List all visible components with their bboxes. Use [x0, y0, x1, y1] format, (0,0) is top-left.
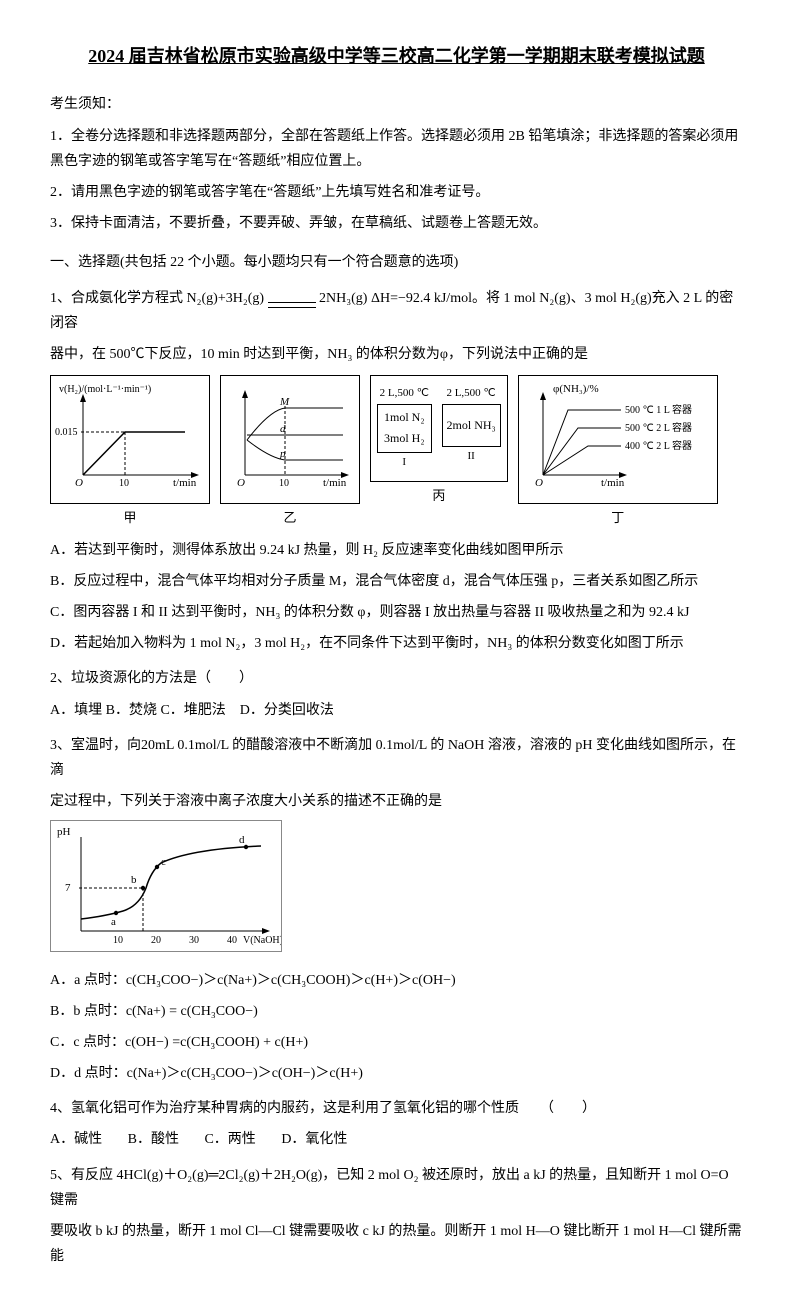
bing-left-top: 2 L,500 ℃	[377, 384, 432, 404]
ding-line-2: 500 ℃ 2 L 容器	[625, 421, 692, 434]
jia-caption: 甲	[50, 506, 210, 529]
panel-yi: M d p 10 t/min O 乙	[220, 375, 360, 530]
q1-text-a: 1、合成氨化学方程式 N₂(g)+3H₂(g)	[50, 291, 264, 306]
bing-right-label: II	[442, 447, 501, 467]
ding-ylabel: φ(NH₃)/%	[553, 383, 599, 395]
q4-opts: A．碱性 B．酸性 C．两性 D．氧化性	[50, 1127, 743, 1152]
q3-stem-b: 定过程中，下列关于溶液中离子浓度大小关系的描述不正确的是	[50, 789, 743, 814]
q1-opt-c: C．图丙容器 I 和 II 达到平衡时，NH₃ 的体积分数 φ，则容器 I 放出…	[50, 600, 743, 625]
q3-figure: pH 7 a b c d 10 20 30 40 V(NaOH)	[50, 820, 743, 961]
svg-text:a: a	[111, 916, 116, 928]
jia-xlabel: t/min	[173, 477, 197, 489]
svg-text:b: b	[131, 874, 137, 886]
ding-caption: 丁	[518, 506, 718, 529]
notice-3: 3．保持卡面清洁，不要折叠，不要弄破、弄皱，在草稿纸、试题卷上答题无效。	[50, 211, 743, 236]
panel-ding: φ(NH₃)/% 500 ℃ 1 L 容器 500 ℃ 2 L 容器 400 ℃…	[518, 375, 718, 530]
notice-2: 2．请用黑色字迹的钢笔或答字笔在“答题纸”上先填写姓名和准考证号。	[50, 180, 743, 205]
jia-ylabel: v(H₂)/(mol·L⁻¹·min⁻¹)	[59, 384, 151, 395]
q3-opt-a: A．a 点时：c(CH₃COO−)＞c(Na+)＞c(CH₃COOH)＞c(H+…	[50, 968, 743, 993]
ding-line-1: 500 ℃ 1 L 容器	[625, 403, 692, 416]
q3-opt-c: C．c 点时：c(OH−) =c(CH₃COOH) + c(H+)	[50, 1030, 743, 1055]
q1-opt-d: D．若起始加入物料为 1 mol N₂，3 mol H₂，在不同条件下达到平衡时…	[50, 631, 743, 656]
q4-stem: 4、氢氧化铝可作为治疗某种胃病的内服药，这是利用了氢氧化铝的哪个性质 （ ）	[50, 1096, 743, 1121]
svg-text:d: d	[239, 834, 245, 846]
bing-left-label: I	[377, 453, 432, 473]
bing-caption: 丙	[370, 484, 508, 507]
notice-1: 1．全卷分选择题和非选择题两部分，全部在答题纸上作答。选择题必须用 2B 铅笔填…	[50, 124, 743, 174]
svg-text:20: 20	[151, 935, 161, 946]
svg-text:30: 30	[189, 935, 199, 946]
svg-text:O: O	[237, 477, 245, 489]
q4-opt-b: B．酸性	[128, 1132, 179, 1147]
yi-xval: 10	[279, 478, 289, 489]
ding-xlabel: t/min	[601, 477, 625, 489]
bing-left-box-1: 1mol N₂	[384, 407, 425, 429]
panel-jia: v(H₂)/(mol·L⁻¹·min⁻¹) 0.015 10 t/min O 甲	[50, 375, 210, 530]
chart-q3: pH 7 a b c d 10 20 30 40 V(NaOH)	[50, 820, 282, 952]
q3-ylabel: pH	[57, 826, 71, 838]
yi-caption: 乙	[220, 506, 360, 529]
q3-yval: 7	[65, 882, 71, 894]
chart-yi: M d p 10 t/min O	[225, 380, 355, 490]
svg-text:O: O	[75, 477, 83, 489]
svg-text:O: O	[535, 477, 543, 489]
ding-line-3: 400 ℃ 2 L 容器	[625, 439, 692, 452]
q2-stem: 2、垃圾资源化的方法是（ ）	[50, 666, 743, 691]
q1-opt-a: A．若达到平衡时，测得体系放出 9.24 kJ 热量，则 H₂ 反应速率变化曲线…	[50, 538, 743, 563]
chart-ding: φ(NH₃)/% 500 ℃ 1 L 容器 500 ℃ 2 L 容器 400 ℃…	[523, 380, 713, 490]
q1-opt-b: B．反应过程中，混合气体平均相对分子质量 M，混合气体密度 d，混合气体压强 p…	[50, 569, 743, 594]
svg-text:c: c	[161, 856, 166, 868]
jia-xval: 10	[119, 478, 129, 489]
q2-opts: A．填埋 B．焚烧 C．堆肥法 D．分类回收法	[50, 698, 743, 723]
bing-left-box-2: 3mol H₂	[384, 428, 425, 450]
bing-right-top: 2 L,500 ℃	[442, 384, 501, 404]
q3-xlabel: V(NaOH)	[243, 935, 282, 946]
q4-opt-a: A．碱性	[50, 1132, 102, 1147]
q4-opt-d: D．氧化性	[281, 1132, 347, 1147]
svg-text:10: 10	[113, 935, 123, 946]
q3-stem-a: 3、室温时，向20mL 0.1mol/L 的醋酸溶液中不断滴加 0.1mol/L…	[50, 733, 743, 783]
section-i-heading: 一、选择题(共包括 22 个小题。每小题均只有一个符合题意的选项)	[50, 250, 743, 275]
q4-opt-c: C．两性	[204, 1132, 255, 1147]
q3-opt-b: B．b 点时：c(Na+) = c(CH₃COO−)	[50, 999, 743, 1024]
q5-stem-b: 要吸收 b kJ 的热量，断开 1 mol Cl—Cl 键需要吸收 c kJ 的…	[50, 1219, 743, 1269]
jia-yval: 0.015	[55, 427, 78, 438]
q3-opt-d: D．d 点时：c(Na+)＞c(CH₃COO−)＞c(OH−)＞c(H+)	[50, 1061, 743, 1086]
panel-bing: 2 L,500 ℃ 1mol N₂ 3mol H₂ I 2 L,500 ℃ 2m…	[370, 375, 508, 507]
yi-xlabel: t/min	[323, 477, 347, 489]
notice-heading: 考生须知：	[50, 92, 743, 117]
q1-stem: 1、合成氨化学方程式 N₂(g)+3H₂(g) 2NH₃(g) ΔH=−92.4…	[50, 286, 743, 336]
bing-right-box: 2mol NH₃	[447, 415, 496, 437]
page-title: 2024 届吉林省松原市实验高级中学等三校高二化学第一学期期末联考模拟试题	[50, 40, 743, 72]
q1-stem-2: 器中，在 500℃下反应，10 min 时达到平衡，NH₃ 的体积分数为φ，下列…	[50, 342, 743, 367]
q5-stem-a: 5、有反应 4HCl(g)＋O₂(g)═2Cl₂(g)＋2H₂O(g)，已知 2…	[50, 1163, 743, 1213]
chart-jia: v(H₂)/(mol·L⁻¹·min⁻¹) 0.015 10 t/min O	[55, 380, 205, 490]
q1-figure-row: v(H₂)/(mol·L⁻¹·min⁻¹) 0.015 10 t/min O 甲	[50, 375, 743, 530]
svg-text:40: 40	[227, 935, 237, 946]
